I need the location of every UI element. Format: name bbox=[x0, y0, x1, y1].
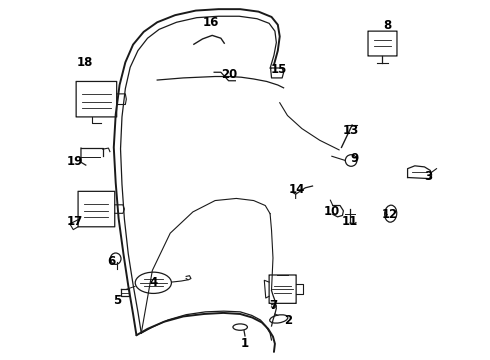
Text: 11: 11 bbox=[342, 215, 358, 228]
Text: 2: 2 bbox=[284, 314, 293, 327]
Text: 7: 7 bbox=[269, 299, 277, 312]
Text: 14: 14 bbox=[289, 184, 305, 197]
Text: 5: 5 bbox=[113, 294, 122, 307]
Text: 17: 17 bbox=[67, 215, 83, 228]
Text: 19: 19 bbox=[67, 155, 83, 168]
Text: 18: 18 bbox=[76, 56, 93, 69]
Text: 16: 16 bbox=[203, 16, 220, 29]
Text: 9: 9 bbox=[351, 152, 359, 165]
Text: 1: 1 bbox=[241, 337, 249, 350]
Text: 15: 15 bbox=[270, 63, 287, 76]
Text: 12: 12 bbox=[382, 208, 398, 221]
Text: 8: 8 bbox=[383, 19, 392, 32]
Text: 13: 13 bbox=[343, 124, 359, 137]
Text: 3: 3 bbox=[424, 170, 432, 183]
Text: 20: 20 bbox=[221, 68, 238, 81]
Text: 10: 10 bbox=[324, 206, 340, 219]
Text: 6: 6 bbox=[107, 255, 115, 268]
Text: 4: 4 bbox=[149, 276, 157, 289]
